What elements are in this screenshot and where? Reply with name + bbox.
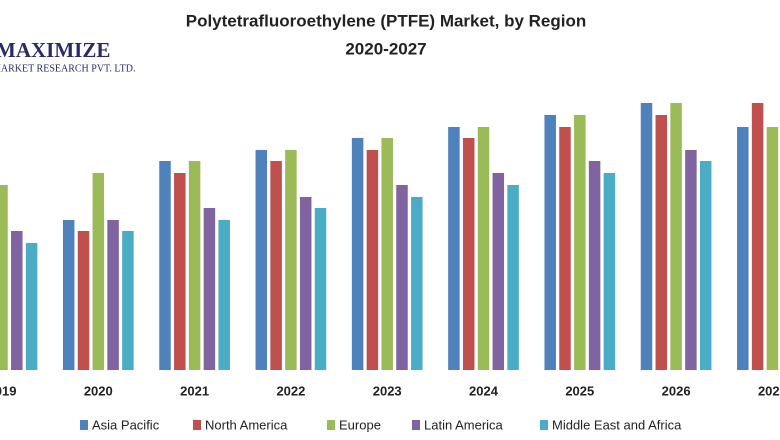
x-tick-label: 2019: [0, 383, 16, 398]
chart-subtitle: 2020-2027: [345, 39, 426, 58]
legend-swatch: [80, 420, 88, 430]
bar: [92, 173, 105, 370]
legend-label: Europe: [339, 417, 381, 432]
bar: [159, 161, 171, 370]
x-tick-label: 2024: [469, 383, 499, 398]
bar: [507, 185, 519, 370]
bar: [670, 103, 682, 370]
bar: [448, 127, 460, 370]
x-tick-label: 2022: [276, 383, 305, 398]
bar: [122, 231, 134, 370]
legend-label: Latin America: [424, 417, 504, 432]
bar: [107, 220, 119, 370]
bar: [62, 220, 75, 370]
bar: [655, 115, 668, 370]
bar: [396, 185, 408, 370]
bar: [174, 173, 186, 370]
x-tick-label: 2021: [180, 383, 209, 398]
bar: [0, 185, 8, 370]
bar: [314, 208, 327, 370]
bar: [25, 243, 38, 370]
bar: [411, 197, 423, 370]
x-tick-label: 2027: [758, 383, 780, 398]
x-tick-label: 2026: [662, 383, 691, 398]
legend-swatch: [412, 420, 420, 430]
bar: [218, 220, 230, 370]
bar: [685, 150, 697, 370]
bar: [188, 161, 201, 370]
legend-swatch: [193, 420, 201, 430]
bar: [77, 231, 90, 370]
bar: [255, 150, 268, 370]
bar: [603, 173, 616, 370]
bar: [544, 115, 556, 370]
bar: [699, 161, 712, 370]
bar: [462, 138, 475, 370]
x-tick-label: 2025: [565, 383, 594, 398]
bar: [574, 115, 586, 370]
bar: [381, 138, 393, 370]
bar: [270, 161, 282, 370]
bar: [588, 161, 601, 370]
x-tick-label: 2023: [373, 383, 402, 398]
bar: [366, 150, 379, 370]
legend-label: Middle East and Africa: [552, 417, 682, 432]
logo-tagline: MARKET RESEARCH PVT. LTD.: [0, 63, 135, 74]
logo-name: MAXIMIZE: [0, 38, 110, 62]
bar: [299, 197, 312, 370]
bar: [559, 127, 571, 370]
bar: [640, 103, 653, 370]
x-tick-label: 2020: [84, 383, 113, 398]
bar: [751, 103, 764, 370]
bar: [285, 150, 297, 370]
bar: [203, 208, 216, 370]
bar: [766, 127, 779, 370]
legend-swatch: [540, 420, 548, 430]
bar: [11, 231, 23, 370]
legend-swatch: [327, 420, 335, 430]
bar: [477, 127, 490, 370]
bar: [737, 127, 749, 370]
legend-label: Asia Pacific: [92, 417, 160, 432]
chart-title: Polytetrafluoroethylene (PTFE) Market, b…: [186, 11, 587, 30]
bar: [492, 173, 505, 370]
legend-label: North America: [205, 417, 288, 432]
bar: [351, 138, 364, 370]
